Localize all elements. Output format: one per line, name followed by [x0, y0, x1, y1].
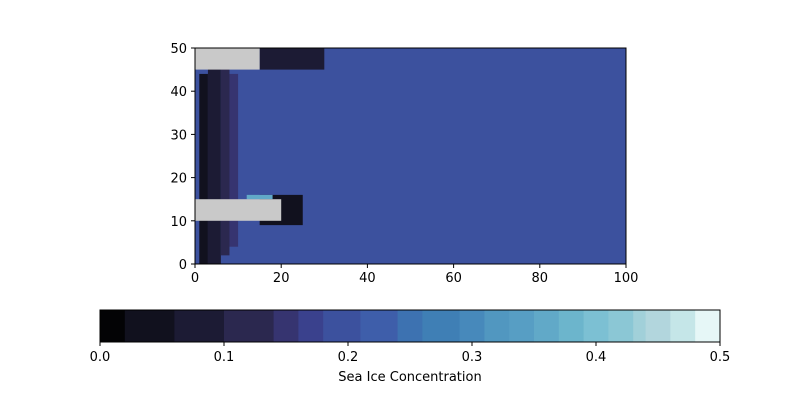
- land-region-1: [195, 48, 260, 70]
- land-region-0: [195, 199, 282, 221]
- colorbar-segment: [224, 310, 275, 342]
- map-x-axis: 0 20 40 60 80 100: [191, 264, 639, 286]
- colorbar-tick-label: 0.3: [462, 350, 483, 365]
- colorbar-segment: [608, 310, 634, 342]
- y-tick-label: 40: [170, 85, 187, 100]
- colorbar-segment: [459, 310, 485, 342]
- ice-cell-6: [246, 194, 273, 200]
- colorbar-segment: [273, 310, 299, 342]
- colorbar-segment: [124, 310, 175, 342]
- map-y-axis: 0 10 20 30 40 50: [170, 42, 195, 273]
- ice-cell-1: [207, 65, 221, 264]
- colorbar-segment: [174, 310, 225, 342]
- colorbar-segment: [397, 310, 423, 342]
- y-tick-label: 30: [170, 128, 187, 143]
- colorbar-segment: [422, 310, 461, 342]
- colorbar-segment: [298, 310, 324, 342]
- x-tick-label: 40: [359, 271, 376, 286]
- colorbar-tick-label: 0.1: [214, 350, 235, 365]
- x-tick-label: 100: [614, 271, 639, 286]
- ice-cell-2: [220, 65, 230, 256]
- y-tick-label: 0: [179, 258, 187, 273]
- colorbar-tick-label: 0.0: [90, 350, 111, 365]
- x-tick-label: 20: [273, 271, 290, 286]
- colorbar-segment: [534, 310, 560, 342]
- x-tick-label: 60: [445, 271, 462, 286]
- colorbar-segment: [670, 310, 696, 342]
- colorbar-segment: [360, 310, 399, 342]
- colorbar-segment: [583, 310, 609, 342]
- colorbar-segment: [484, 310, 510, 342]
- ice-cell-5: [259, 48, 325, 70]
- colorbar-frame: [99, 309, 721, 343]
- colorbar-segment: [633, 310, 647, 342]
- ocean-field: [195, 48, 626, 264]
- ice-cell-3: [229, 73, 239, 247]
- sea-ice-map: [194, 47, 627, 265]
- x-tick-label: 80: [532, 271, 549, 286]
- colorbar: [99, 309, 721, 343]
- map-frame: [194, 47, 627, 265]
- colorbar-segment: [100, 310, 126, 342]
- colorbar-segment: [695, 310, 721, 342]
- colorbar-segment: [645, 310, 671, 342]
- colorbar-tick-label: 0.4: [586, 350, 607, 365]
- colorbar-segment: [323, 310, 361, 342]
- colorbar-label: Sea Ice Concentration: [338, 370, 481, 385]
- x-tick-label: 0: [191, 271, 199, 286]
- y-tick-label: 10: [170, 215, 187, 230]
- y-tick-label: 50: [170, 42, 187, 57]
- colorbar-axis: 0.0 0.1 0.2 0.3 0.4 0.5: [90, 342, 731, 365]
- ice-cell-0: [199, 73, 208, 264]
- colorbar-segment: [509, 310, 535, 342]
- colorbar-segment: [558, 310, 585, 342]
- colorbar-tick-label: 0.5: [710, 350, 731, 365]
- colorbar-tick-label: 0.2: [338, 350, 359, 365]
- y-tick-label: 20: [170, 172, 187, 187]
